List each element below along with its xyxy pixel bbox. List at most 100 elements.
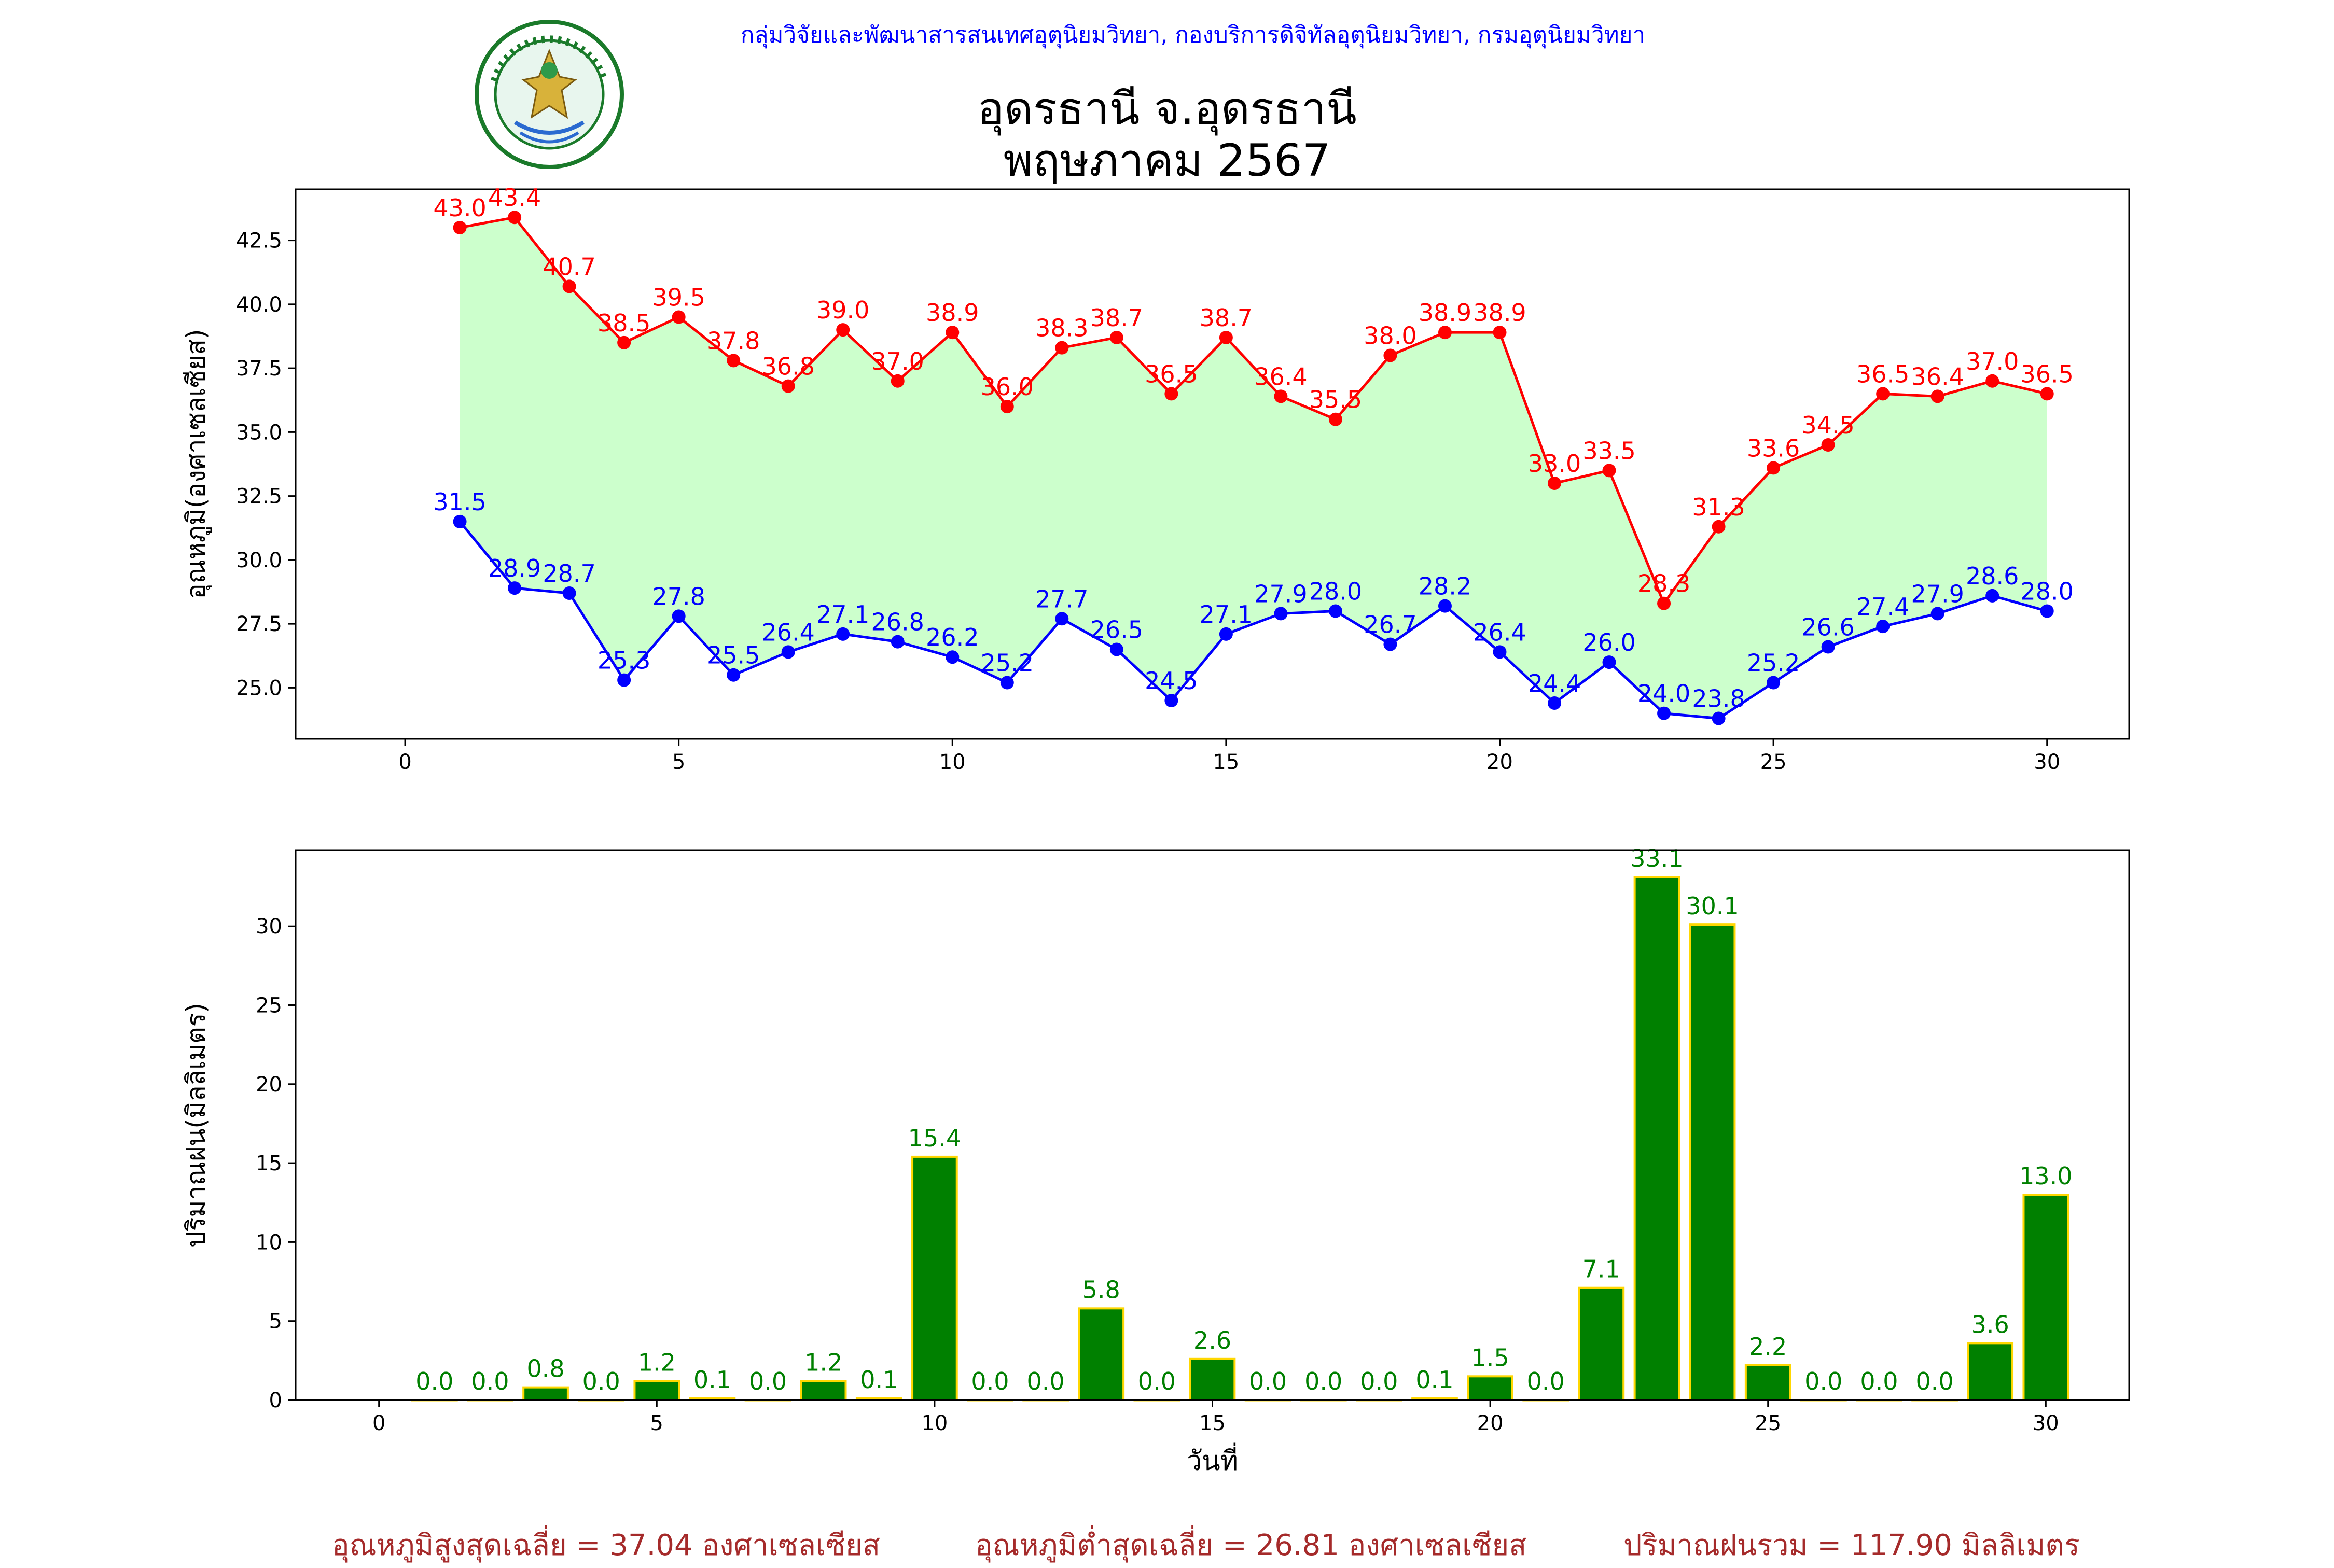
rain-value-label: 0.0	[582, 1367, 620, 1395]
rain-value-label: 1.5	[1471, 1343, 1509, 1371]
month-title: พฤษภาคม 2567	[1003, 135, 1331, 187]
rain-x-tick-label: 20	[1477, 1411, 1504, 1435]
min-temp-point	[1383, 637, 1397, 651]
rain-bar	[633, 1380, 680, 1401]
rain-value-label: 0.0	[1249, 1367, 1287, 1395]
max-temp-point	[1109, 330, 1123, 344]
max-temp-point	[1055, 341, 1069, 355]
rain-value-label: 0.0	[971, 1367, 1009, 1395]
temp-y-tick-label: 27.5	[236, 612, 282, 636]
rain-value-label: 0.0	[1138, 1367, 1176, 1395]
rain-value-label: 0.0	[749, 1367, 787, 1395]
rain-frame	[295, 849, 2130, 1401]
max-temp-line	[460, 216, 2048, 606]
min-temp-value-label: 23.8	[1692, 685, 1745, 713]
min-temp-point	[1219, 627, 1233, 641]
min-temp-value-label: 31.5	[433, 488, 486, 516]
min-temp-value-label: 28.7	[543, 559, 595, 587]
max-temp-point	[1712, 520, 1726, 534]
min-temp-point	[891, 635, 905, 649]
min-temp-value-label: 26.4	[761, 618, 814, 646]
rain-bar	[1078, 1307, 1125, 1401]
min-temp-point	[1876, 620, 1890, 634]
max-temp-value-label: 28.3	[1637, 570, 1690, 598]
rain-value-label: 33.1	[1630, 845, 1683, 873]
rain-value-label: 0.1	[693, 1366, 731, 1394]
temp-y-tick-label: 25.0	[236, 676, 282, 700]
temp-x-tick-label: 10	[939, 750, 966, 774]
min-temp-value-label: 26.6	[1801, 613, 1854, 641]
min-temp-value-label: 26.5	[1090, 615, 1143, 643]
rain-x-tick-label: 15	[1199, 1411, 1226, 1435]
temp-x-tick-label: 30	[2034, 750, 2060, 774]
rain-value-label: 2.2	[1749, 1333, 1787, 1361]
max-temp-value-label: 36.8	[761, 353, 814, 381]
rain-value-label: 13.0	[2019, 1162, 2072, 1190]
min-temp-value-label: 25.3	[598, 647, 650, 675]
max-temp-point	[836, 323, 850, 337]
max-temp-point	[1164, 387, 1178, 401]
max-temp-point	[508, 211, 522, 225]
max-temp-series: 43.0 43.440.738.539.537.836.839.037.038.9…	[433, 184, 2074, 610]
rain-y-axis-label: ปริมาณฝน(มิลลิเมตร)	[181, 1003, 211, 1248]
max-temp-value-label: 38.0	[1364, 321, 1416, 349]
min-temp-value-label: 28.0	[1309, 577, 1362, 605]
max-temp-value-label: 34.5	[1801, 411, 1854, 439]
max-temp-value-label: 33.5	[1582, 437, 1635, 465]
min-temp-point	[1493, 645, 1507, 659]
min-temp-point	[1274, 607, 1288, 621]
rain-bar	[2022, 1194, 2069, 1401]
max-temp-value-label: 43.4	[488, 184, 541, 212]
rainfall-bars: 0.0 0.0 0.8 0.0 1.2 0.1 0.0 1.2 0.1 15.4 0.0 0.0 5.8…	[411, 845, 2073, 1402]
rain-bar	[1689, 923, 1736, 1401]
rain-y-tick-label: 20	[256, 1073, 282, 1097]
rain-value-label: 0.0	[1527, 1367, 1565, 1395]
max-temp-value-label: 38.7	[1090, 304, 1143, 332]
chart-title: อุดรธานี จ.อุดรธานี พฤษภาคม 2567	[674, 83, 1660, 187]
rain-value-label: 3.6	[1971, 1310, 2009, 1338]
rain-x-tick-label: 25	[1755, 1411, 1781, 1435]
rain-bar	[911, 1155, 958, 1401]
min-temp-point	[508, 581, 522, 595]
max-temp-point	[453, 220, 467, 234]
max-temp-point	[946, 326, 960, 340]
max-temp-point	[1274, 389, 1288, 403]
max-temp-point	[727, 354, 741, 368]
station-title: อุดรธานี จ.อุดรธานี	[977, 83, 1357, 135]
min-temp-point	[617, 673, 631, 687]
max-temp-point	[672, 310, 686, 324]
rain-bar	[1633, 876, 1680, 1401]
rain-x-tick-label: 5	[650, 1411, 663, 1435]
min-temp-value-label: 27.7	[1035, 585, 1088, 613]
max-temp-value-label: 35.5	[1309, 386, 1362, 414]
temp-x-tick-label: 20	[1486, 750, 1513, 774]
max-temp-value-label: 36.4	[1911, 362, 1964, 390]
min-temp-value-label: 25.2	[1747, 649, 1800, 677]
rain-x-tick-label: 30	[2033, 1411, 2059, 1435]
max-temp-point	[1219, 330, 1233, 344]
min-temp-point	[727, 668, 741, 682]
max-temp-point	[1548, 476, 1562, 490]
avg-min-temp: อุณหภูมิต่ำสุดเฉลี่ย = 26.81 องศาเซลเซีย…	[975, 1529, 1527, 1562]
max-temp-point	[1602, 464, 1616, 478]
max-temp-point	[1767, 461, 1781, 475]
rain-value-label: 0.0	[1804, 1367, 1842, 1395]
min-temp-point	[946, 650, 960, 664]
min-temp-value-label: 27.1	[1200, 600, 1253, 628]
rain-bar	[1578, 1286, 1625, 1401]
total-rainfall: ปริมาณฝนรวม = 117.90 มิลลิเมตร	[1623, 1529, 2080, 1562]
rain-value-label: 1.2	[804, 1348, 842, 1376]
min-temp-value-label: 24.4	[1528, 669, 1581, 697]
rain-value-label: 0.0	[471, 1367, 509, 1395]
min-temp-value-label: 25.2	[981, 649, 1034, 677]
temp-y-axis-label: อุณหภูมิ(องศาเซลเซียส)	[181, 329, 212, 599]
rain-value-label: 2.6	[1193, 1326, 1231, 1354]
max-temp-value-label: 43.0	[433, 194, 486, 222]
rain-value-label: 7.1	[1582, 1255, 1620, 1283]
rain-x-axis-label: วันที่	[1187, 1442, 1238, 1477]
agency-line: กลุ่มวิจัยและพัฒนาสารสนเทศอุตุนิยมวิทยา,…	[740, 22, 1646, 48]
max-temp-point	[1438, 326, 1452, 340]
max-temp-point	[781, 379, 795, 393]
rain-bar	[1189, 1357, 1236, 1402]
rain-y-tick-label: 25	[256, 994, 282, 1018]
